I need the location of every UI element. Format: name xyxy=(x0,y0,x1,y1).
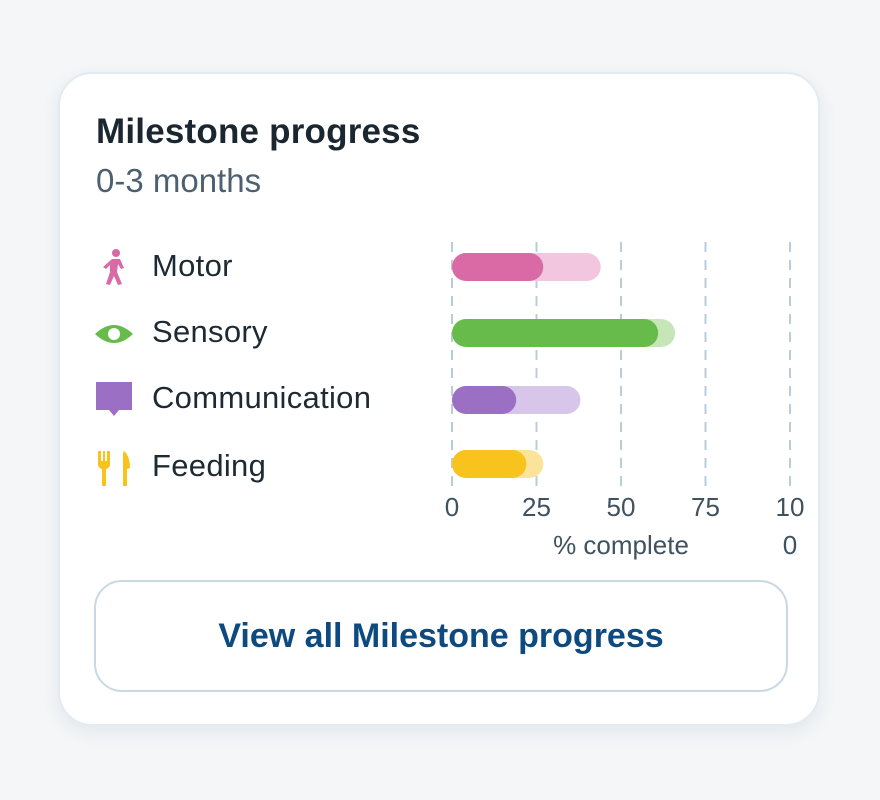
speech-bubble-icon xyxy=(96,382,132,416)
x-tick-label-100: 10 0 xyxy=(776,492,805,560)
category-label-feeding: Feeding xyxy=(152,448,267,483)
x-tick-label-25: 25 xyxy=(522,492,551,522)
x-tick-label-0: 0 xyxy=(445,492,459,522)
card-title: Milestone progress xyxy=(96,112,421,151)
walking-person-icon xyxy=(103,249,124,285)
x-axis-title: % complete xyxy=(553,530,689,560)
milestone-progress-card: Milestone progress 0-3 months Motor Sens… xyxy=(58,72,820,726)
bar-communication-inner xyxy=(452,386,517,414)
card-subtitle: 0-3 months xyxy=(96,162,262,199)
fork-knife-icon xyxy=(98,451,130,486)
x-tick-label-75: 75 xyxy=(691,492,720,522)
category-label-communication: Communication xyxy=(152,380,372,415)
bar-motor-inner xyxy=(452,253,544,281)
bar-feeding-inner xyxy=(452,450,527,478)
x-tick-label-50: 50 xyxy=(607,492,636,522)
category-label-motor: Motor xyxy=(152,248,233,283)
eye-icon xyxy=(95,325,133,343)
view-all-milestone-progress-button[interactable]: View all Milestone progress xyxy=(94,580,788,692)
category-label-sensory: Sensory xyxy=(152,314,268,349)
bar-sensory-inner xyxy=(452,319,659,347)
progress-bar-chart: 0 25 50 75 10 0 % complete xyxy=(445,242,805,560)
